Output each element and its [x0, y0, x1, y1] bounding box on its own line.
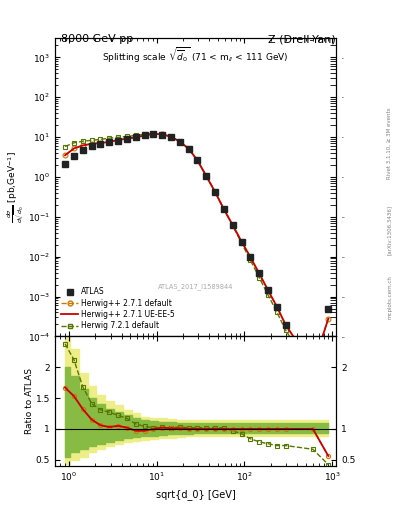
Text: Z (Drell-Yan): Z (Drell-Yan): [268, 34, 336, 45]
Text: ATLAS_2017_I1589844: ATLAS_2017_I1589844: [158, 284, 233, 290]
Text: [arXiv:1306.3436]: [arXiv:1306.3436]: [387, 205, 392, 255]
Y-axis label: $\frac{d\sigma}{d\sqrt{d_0}}$ [pb,GeV$^{-1}$]: $\frac{d\sigma}{d\sqrt{d_0}}$ [pb,GeV$^{…: [6, 152, 26, 223]
Legend: ATLAS, Herwig++ 2.7.1 default, Herwig++ 2.7.1 UE-EE-5, Herwig 7.2.1 default: ATLAS, Herwig++ 2.7.1 default, Herwig++ …: [59, 285, 177, 333]
Text: 8000 GeV pp: 8000 GeV pp: [61, 34, 133, 45]
Text: Splitting scale $\sqrt{\overline{d}_0}$ (71 < m$_{ll}$ < 111 GeV): Splitting scale $\sqrt{\overline{d}_0}$ …: [102, 46, 289, 65]
Text: mcplots.cern.ch: mcplots.cern.ch: [387, 275, 392, 319]
X-axis label: sqrt{d_0} [GeV]: sqrt{d_0} [GeV]: [156, 489, 235, 500]
Text: Rivet 3.1.10, ≥ 3M events: Rivet 3.1.10, ≥ 3M events: [387, 108, 392, 179]
Y-axis label: Ratio to ATLAS: Ratio to ATLAS: [26, 368, 35, 434]
